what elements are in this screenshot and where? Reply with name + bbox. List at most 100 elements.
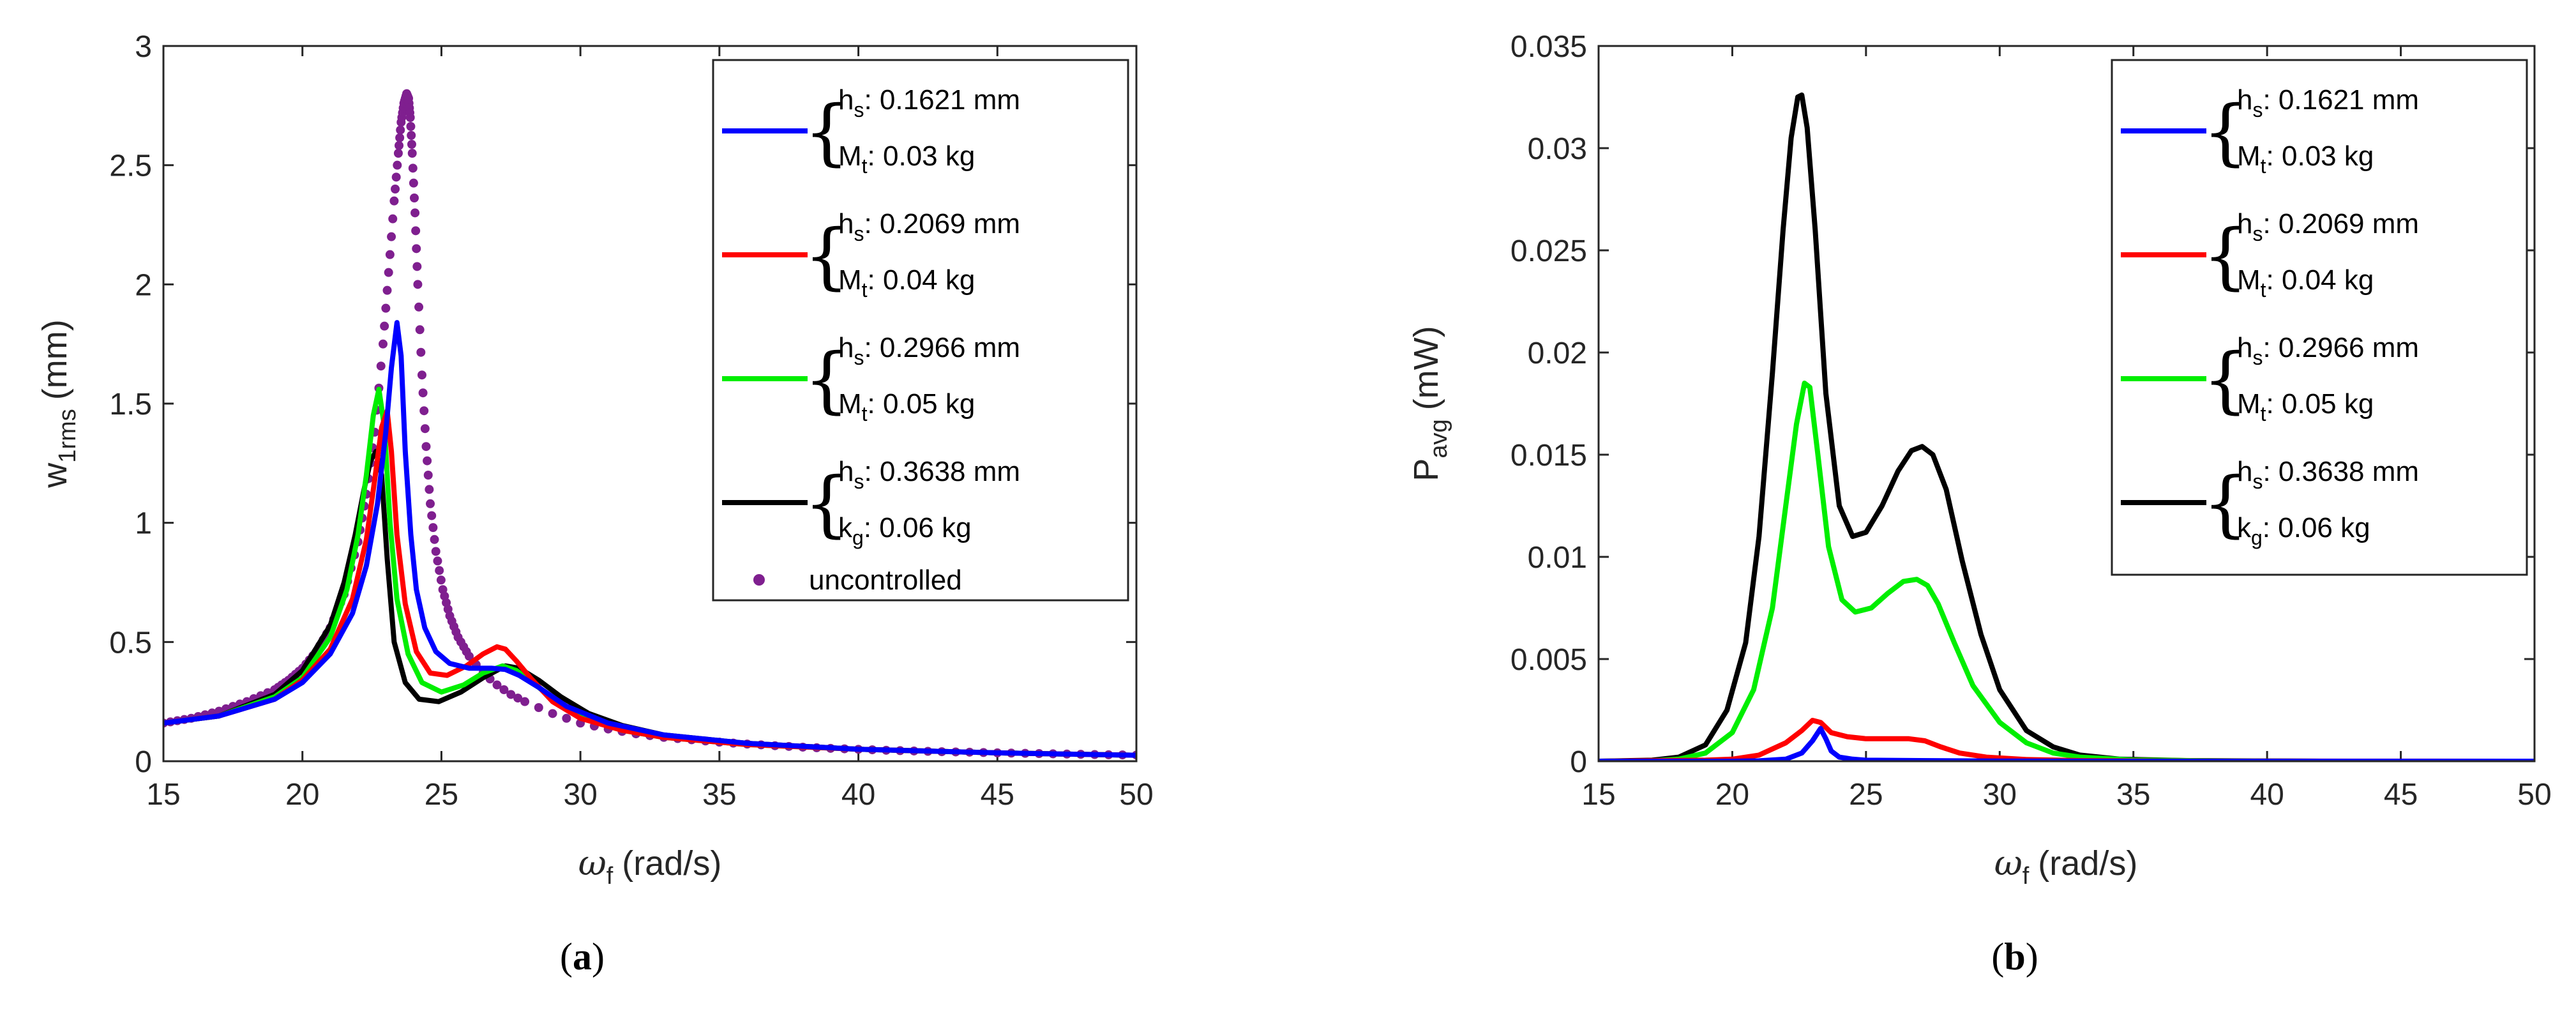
panel-b-caption: (b) [1991, 936, 2038, 978]
panel-a-legend-entry-5-marker [753, 574, 765, 586]
panel-a-ytick-label: 0.5 [109, 626, 152, 660]
panel-a-series-5-point [430, 535, 439, 544]
panel-a-series-5-point [534, 703, 543, 712]
panel-a-legend-entry-2-line-1: hs: 0.2069 mm [838, 208, 1020, 245]
panel-b-caption-letter: b [2004, 936, 2025, 978]
panel-b-xtick-label: 20 [1715, 778, 1749, 812]
panel-b-legend-entry-2-brace: { [2203, 215, 2248, 298]
panel-a-series-5-point [407, 140, 416, 149]
panel-b-ytick-label: 0 [1570, 745, 1587, 779]
panel-a-ytick-label: 1 [135, 507, 152, 541]
panel-b-xtick-label: 50 [2517, 778, 2551, 812]
panel-a-series-5-point [419, 406, 429, 416]
panel-a-plot-area [163, 89, 1136, 760]
panel-a-legend-entry-4-brace: { [804, 462, 849, 545]
panel-b-ytick-label: 0.025 [1510, 234, 1587, 268]
panel-a-series-5-point [417, 370, 426, 380]
panel-a-axes-frame [162, 45, 1138, 762]
panel-a-series-5-point [378, 339, 388, 349]
panel-b-ytick-label: 0.015 [1510, 439, 1587, 473]
panel-b-series-4-line [1599, 92, 2535, 761]
panel-b-ticks: 15 20 25 30 35 40 45 50 0 0.005 0.01 0.015 0.02 0.025… [1510, 30, 2552, 812]
panel-b-legend-box [2111, 59, 2528, 576]
panel-a-series-5-point [421, 442, 431, 451]
panel-a-legend-box [712, 59, 1129, 602]
panel-a-series-5-point [393, 149, 403, 158]
panel-b-legend-entry-4-line-1: hs: 0.3638 mm [2237, 456, 2419, 493]
panel-a-series-5-point [435, 566, 444, 575]
panel-a-series-5-point [409, 178, 418, 188]
panel-b-legend-entry-4-line-2: kg: 0.06 kg [2237, 512, 2370, 549]
panel-a-series-5-point [411, 208, 420, 218]
panel-a-series-5-point [388, 214, 398, 224]
panel-b-legend-entry-1-line-2: Mt: 0.03 kg [2237, 140, 2374, 178]
panel-a-xtick-label: 45 [981, 778, 1014, 812]
panel-a-legend-entry-5-label: uncontrolled [809, 565, 962, 596]
panel-a-series-5-point [418, 388, 428, 398]
panel-b-ytick-label: 0.03 [1528, 132, 1587, 166]
panel-b-legend-entry-4-brace: { [2203, 462, 2248, 545]
panel-a-series-5-point [391, 172, 401, 182]
panel-a-series-2-line [163, 408, 1136, 758]
panel-a-series-5-point [548, 709, 557, 718]
panel-a-ytick-label: 1.5 [109, 388, 152, 421]
panel-a-series-5-point [391, 185, 400, 193]
panel-a-series-5-point [415, 325, 425, 335]
panel-a-series-5-point [385, 250, 395, 259]
panel-a-xtick-label: 20 [285, 778, 319, 812]
panel-a-xtick-label: 30 [563, 778, 597, 812]
panel-b-axes-frame [1597, 45, 2536, 762]
panel-a-series-5-point [393, 160, 402, 170]
panel-a-series-5-point [411, 226, 421, 236]
panel-a-series-5-point [407, 149, 417, 158]
panel-b-legend-entry-2-line-1: hs: 0.2069 mm [2237, 208, 2419, 245]
panel-a-series-5-point [420, 424, 430, 434]
panel-a-legend-entry-3-brace: { [804, 338, 849, 421]
panel-a-series-5-point [427, 511, 437, 520]
panel-a-data [163, 89, 1136, 760]
panel-b-legend-entry-3-brace: { [2203, 338, 2248, 421]
panel-a-series-5-point [436, 575, 446, 585]
panel-b-series-3-line [1599, 381, 2535, 761]
panel-a-ticks: 15 20 25 30 35 40 45 50 0 0.5 1 1.5 2 2.5 3 [109, 30, 1153, 812]
panel-a-series-5-point [409, 193, 419, 202]
panel-a-xtick-label: 25 [425, 778, 458, 812]
panel-a-series-5-point [412, 262, 422, 271]
panel-a-series-5-point [506, 690, 516, 699]
panel-a-legend-entry-4-line-2: kg: 0.06 kg [838, 512, 972, 549]
panel-a-series-5-point [412, 244, 421, 254]
panel-b-legend-entry-1-brace: { [2203, 91, 2248, 174]
panel-a-ytick-label: 3 [135, 30, 152, 64]
panel-b-xlabel: ωf (rad/s) [1994, 843, 2138, 890]
panel-a-series-5-point [381, 303, 391, 313]
panel-a-series-5-point [499, 685, 509, 694]
panel-a-series-5-point [382, 285, 392, 295]
panel-a-ylabel-sub: 1rms [54, 409, 81, 462]
panel-a-ylabel-symbol: w [36, 462, 74, 489]
panel-a-legend-entry-3-line-1: hs: 0.2966 mm [838, 332, 1020, 369]
panel-a-xlabel-sub: f [606, 863, 614, 890]
panel-b-legend-entry-3-line-2: Mt: 0.05 kg [2237, 388, 2374, 425]
panel-a-series-5-point [408, 163, 418, 173]
panel-a-series-5-point [520, 697, 530, 706]
panel-b-xtick-label: 15 [1581, 778, 1615, 812]
panel-a-series-5-point [431, 547, 441, 556]
panel-a-series-5-point [428, 523, 438, 533]
panel-a-legend-entry-4-line-1: hs: 0.3638 mm [838, 456, 1020, 493]
panel-a-legend-entry-1-line-2: Mt: 0.03 kg [838, 140, 975, 178]
panel-b-ytick-label: 0.02 [1528, 337, 1587, 370]
panel-b-ytick-label: 0.035 [1510, 30, 1587, 64]
panel-a-xtick-label: 50 [1119, 778, 1153, 812]
panel-b-ylabel-sub: avg [1426, 419, 1452, 458]
panel-a-series-5-point [387, 232, 396, 241]
panel-b-xtick-label: 30 [1983, 778, 2017, 812]
panel-a-series-5-point [423, 456, 432, 466]
panel-a-series-5-point [406, 122, 416, 131]
panel-b-xlabel-sub: f [2022, 863, 2030, 890]
panel-a-series-5-point [384, 268, 393, 277]
panel-a-series-5-point [492, 680, 502, 690]
panel-a-legend-entry-2-brace: { [804, 215, 849, 298]
